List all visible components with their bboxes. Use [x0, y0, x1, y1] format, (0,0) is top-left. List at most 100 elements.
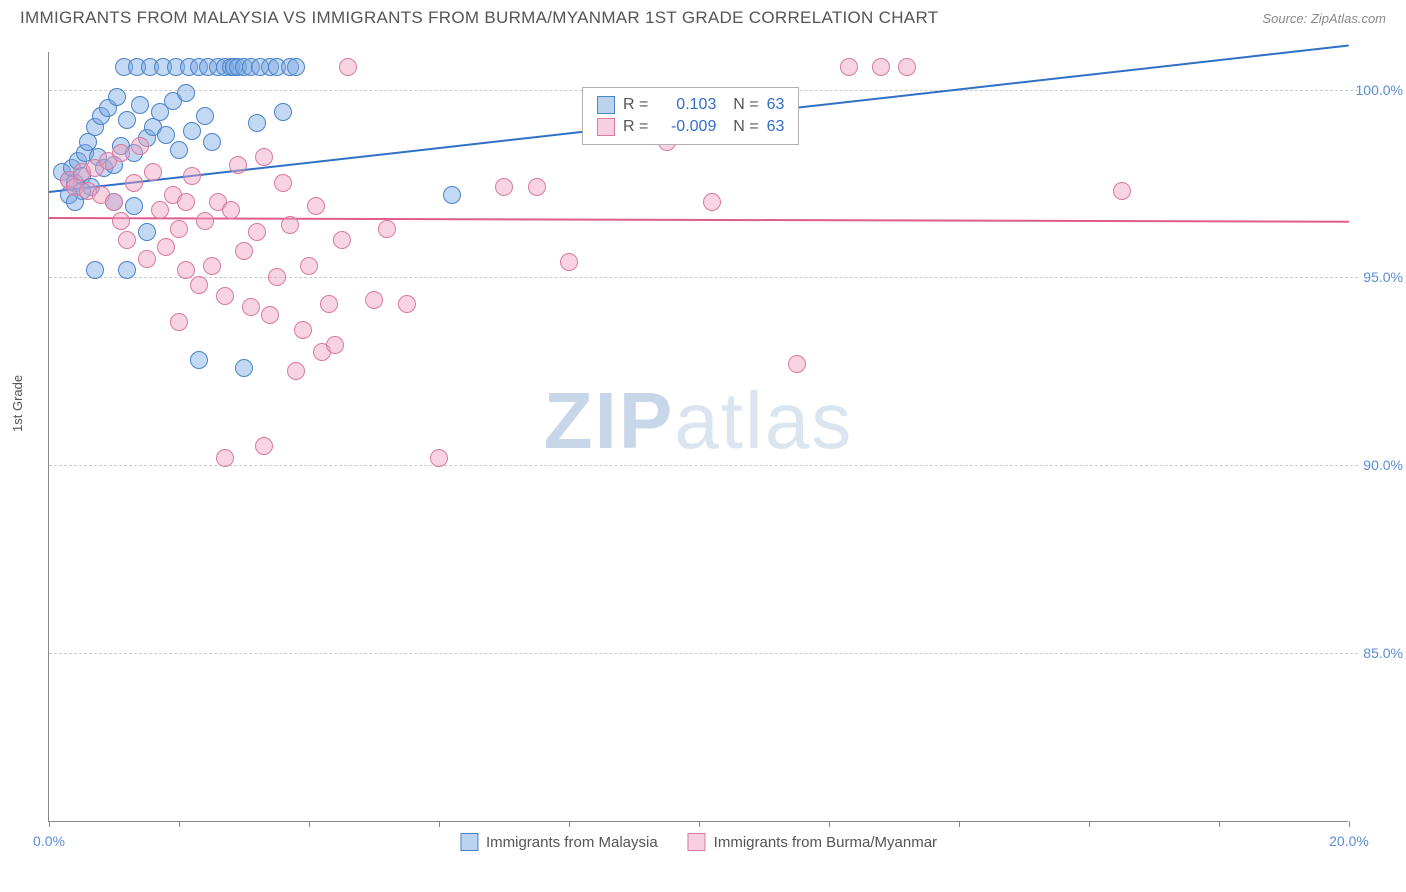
data-point-burma [398, 295, 416, 313]
source-attribution: Source: ZipAtlas.com [1262, 11, 1386, 26]
data-point-malaysia [118, 111, 136, 129]
watermark: ZIPatlas [544, 375, 853, 467]
legend-n-label: N = [724, 96, 758, 114]
data-point-burma [255, 148, 273, 166]
watermark-bold: ZIP [544, 376, 674, 465]
data-point-burma [339, 58, 357, 76]
data-point-burma [248, 223, 266, 241]
legend-r-label: R = [623, 118, 648, 136]
swatch-icon [597, 96, 615, 114]
data-point-burma [840, 58, 858, 76]
legend-r-value: -0.009 [656, 118, 716, 136]
data-point-burma [495, 178, 513, 196]
data-point-burma [378, 220, 396, 238]
data-point-burma [235, 242, 253, 260]
data-point-malaysia [274, 103, 292, 121]
data-point-burma [300, 257, 318, 275]
data-point-malaysia [183, 122, 201, 140]
data-point-malaysia [118, 261, 136, 279]
data-point-burma [203, 257, 221, 275]
data-point-burma [183, 167, 201, 185]
watermark-rest: atlas [674, 376, 853, 465]
data-point-burma [365, 291, 383, 309]
data-point-burma [125, 174, 143, 192]
y-tick-label: 95.0% [1363, 269, 1403, 285]
data-point-malaysia [170, 141, 188, 159]
data-point-burma [131, 137, 149, 155]
data-point-burma [281, 216, 299, 234]
plot-area: ZIPatlas 85.0%90.0%95.0%100.0%0.0%20.0%R… [48, 52, 1348, 822]
series-legend: Immigrants from Malaysia Immigrants from … [460, 833, 937, 851]
legend-row-burma: R = -0.009 N = 63 [597, 116, 784, 138]
data-point-burma [528, 178, 546, 196]
x-tick-label: 20.0% [1329, 833, 1369, 849]
data-point-malaysia [196, 107, 214, 125]
data-point-burma [177, 261, 195, 279]
data-point-burma [196, 212, 214, 230]
data-point-burma [216, 287, 234, 305]
data-point-burma [320, 295, 338, 313]
legend-n-value: 63 [767, 96, 785, 114]
data-point-malaysia [86, 261, 104, 279]
data-point-burma [216, 449, 234, 467]
data-point-burma [872, 58, 890, 76]
gridline [49, 653, 1358, 654]
data-point-burma [898, 58, 916, 76]
x-tick [959, 821, 960, 827]
swatch-icon [688, 833, 706, 851]
legend-label: Immigrants from Malaysia [486, 834, 658, 851]
data-point-malaysia [203, 133, 221, 151]
title-bar: IMMIGRANTS FROM MALAYSIA VS IMMIGRANTS F… [0, 0, 1406, 32]
data-point-malaysia [248, 114, 266, 132]
data-point-burma [1113, 182, 1131, 200]
legend-n-value: 63 [767, 118, 785, 136]
data-point-burma [222, 201, 240, 219]
data-point-burma [170, 313, 188, 331]
x-tick [699, 821, 700, 827]
data-point-burma [157, 238, 175, 256]
x-tick [1349, 821, 1350, 827]
correlation-legend: R = 0.103 N = 63R = -0.009 N = 63 [582, 87, 799, 145]
data-point-malaysia [190, 351, 208, 369]
data-point-burma [177, 193, 195, 211]
data-point-burma [294, 321, 312, 339]
data-point-burma [118, 231, 136, 249]
data-point-burma [788, 355, 806, 373]
legend-row-malaysia: R = 0.103 N = 63 [597, 94, 784, 116]
data-point-burma [268, 268, 286, 286]
data-point-burma [255, 437, 273, 455]
data-point-malaysia [125, 197, 143, 215]
data-point-burma [190, 276, 208, 294]
y-tick-label: 85.0% [1363, 645, 1403, 661]
data-point-burma [229, 156, 247, 174]
legend-label: Immigrants from Burma/Myanmar [714, 834, 937, 851]
data-point-malaysia [287, 58, 305, 76]
y-axis-label: 1st Grade [10, 375, 25, 432]
legend-item: Immigrants from Burma/Myanmar [688, 833, 937, 851]
trend-line-burma [49, 217, 1349, 223]
x-tick [1219, 821, 1220, 827]
chart-title: IMMIGRANTS FROM MALAYSIA VS IMMIGRANTS F… [20, 8, 938, 28]
legend-r-label: R = [623, 96, 648, 114]
swatch-icon [597, 118, 615, 136]
data-point-malaysia [443, 186, 461, 204]
data-point-burma [242, 298, 260, 316]
data-point-burma [151, 201, 169, 219]
x-tick [829, 821, 830, 827]
data-point-burma [333, 231, 351, 249]
chart-container: 1st Grade ZIPatlas 85.0%90.0%95.0%100.0%… [0, 32, 1406, 852]
x-tick [179, 821, 180, 827]
data-point-malaysia [157, 126, 175, 144]
data-point-burma [430, 449, 448, 467]
legend-n-label: N = [724, 118, 758, 136]
data-point-malaysia [108, 88, 126, 106]
x-tick-label: 0.0% [33, 833, 65, 849]
data-point-burma [326, 336, 344, 354]
y-tick-label: 100.0% [1356, 82, 1403, 98]
swatch-icon [460, 833, 478, 851]
x-tick [49, 821, 50, 827]
legend-item: Immigrants from Malaysia [460, 833, 658, 851]
data-point-burma [560, 253, 578, 271]
data-point-malaysia [235, 359, 253, 377]
data-point-burma [105, 193, 123, 211]
